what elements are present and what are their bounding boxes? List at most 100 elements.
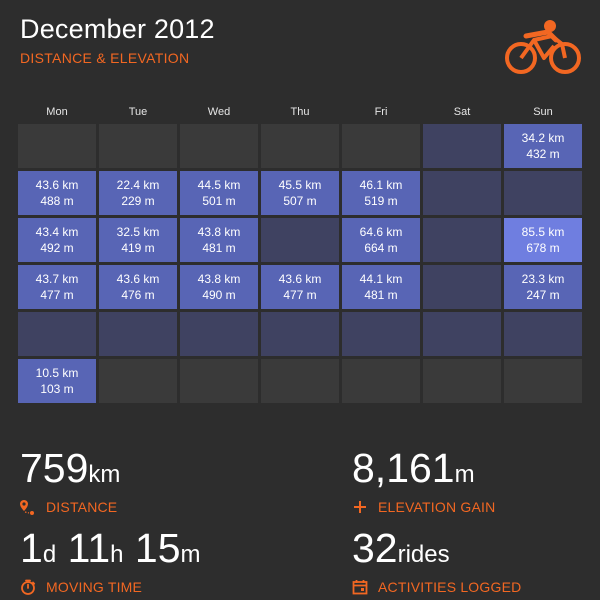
calendar-day-mon: 43.7 km 477 m: [18, 265, 96, 309]
activities-label: ACTIVITIES LOGGED: [378, 579, 522, 595]
cell-elevation: 432 m: [526, 147, 560, 161]
moving-time-days: 1: [20, 525, 43, 571]
cell-elevation: 481 m: [202, 241, 236, 255]
cell-distance: 64.6 km: [359, 225, 403, 239]
cyclist-icon: [505, 20, 581, 74]
calendar-day-thu: 45.5 km 507 m: [261, 171, 339, 215]
elevation-value: 8,161: [352, 445, 455, 491]
moving-time-label-row: MOVING TIME: [20, 579, 201, 595]
cell-distance: 43.6 km: [116, 272, 160, 286]
calendar-day-sun: 85.5 km 678 m: [504, 218, 582, 262]
moving-time-minutes: 15: [134, 525, 181, 571]
calendar-day-wed: 43.8 km 481 m: [180, 218, 258, 262]
calendar-day-tue: 22.4 km 229 m: [99, 171, 177, 215]
activities-stat: 32rides ACTIVITIES LOGGED: [352, 526, 521, 595]
calendar-grid: 34.2 km 432 m 43.6 km 488 m 22.4 km 229 m 44.5…: [18, 124, 582, 404]
activities-label-row: ACTIVITIES LOGGED: [352, 579, 521, 595]
day-name-thu: Thu: [290, 106, 310, 118]
cell-distance: 22.4 km: [116, 178, 160, 192]
distance-value: 759: [20, 445, 89, 491]
cell-distance: 23.3 km: [521, 272, 565, 286]
cell-elevation: 678 m: [526, 241, 560, 255]
calendar-day-tue: 43.6 km 476 m: [99, 265, 177, 309]
cell-elevation: 501 m: [202, 194, 236, 208]
calendar-cell-empty: [180, 124, 258, 168]
cell-elevation: 507 m: [283, 194, 317, 208]
moving-time-minutes-unit: m: [180, 541, 201, 568]
calendar-day-tue: 32.5 km 419 m: [99, 218, 177, 262]
day-name-sun: Sun: [533, 106, 553, 118]
calendar-cell-empty: [180, 359, 258, 403]
calendar-cell-empty: [261, 359, 339, 403]
cell-elevation: 229 m: [121, 194, 155, 208]
cell-elevation: 481 m: [364, 288, 398, 302]
calendar-cell-empty: [261, 124, 339, 168]
cell-distance: 43.6 km: [35, 178, 79, 192]
moving-time-stat: 1d 11h 15m MOVING TIME: [20, 526, 201, 595]
cell-distance: 34.2 km: [521, 131, 565, 145]
calendar-day-fri: 44.1 km 481 m: [342, 265, 420, 309]
stopwatch-icon: [21, 579, 36, 595]
elevation-label-row: ELEVATION GAIN: [352, 499, 495, 515]
cell-elevation: 488 m: [40, 194, 74, 208]
elevation-unit: m: [454, 461, 475, 488]
moving-time-hours: 11: [67, 525, 111, 571]
cell-distance: 43.8 km: [197, 225, 241, 239]
day-name-mon: Mon: [46, 106, 68, 118]
cell-distance: 45.5 km: [278, 178, 322, 192]
cell-elevation: 477 m: [283, 288, 317, 302]
cell-distance: 43.4 km: [35, 225, 79, 239]
cell-distance: 10.5 km: [35, 366, 79, 380]
day-name-tue: Tue: [128, 106, 148, 118]
calendar-day-sat-no-ride: [423, 171, 501, 215]
moving-time-days-unit: d: [42, 541, 57, 568]
calendar-day-sun-no-ride: [504, 312, 582, 356]
distance-label: DISTANCE: [46, 499, 118, 515]
calendar-day-wed: 44.5 km 501 m: [180, 171, 258, 215]
elevation-value-row: 8,161m: [352, 446, 495, 497]
distance-label-row: DISTANCE: [20, 499, 120, 515]
cell-elevation: 476 m: [121, 288, 155, 302]
calendar-day-mon: 43.6 km 488 m: [18, 171, 96, 215]
cell-distance: 85.5 km: [521, 225, 565, 239]
cell-elevation: 477 m: [40, 288, 74, 302]
activities-unit: rides: [397, 541, 450, 568]
calendar-cell-empty: [423, 359, 501, 403]
cell-distance: 46.1 km: [359, 178, 403, 192]
calendar-icon: [352, 580, 368, 595]
calendar-day-thu: 43.6 km 477 m: [261, 265, 339, 309]
cell-distance: 44.1 km: [359, 272, 403, 286]
route-pin-icon: [20, 500, 34, 515]
day-name-fri: Fri: [374, 106, 388, 118]
cell-elevation: 419 m: [121, 241, 155, 255]
calendar-day-mon: 10.5 km 103 m: [18, 359, 96, 403]
distance-unit: km: [88, 461, 121, 488]
calendar-cell-empty: [504, 359, 582, 403]
calendar-day-tue-no-ride: [99, 312, 177, 356]
calendar-day-mon-no-ride: [18, 312, 96, 356]
page-subtitle: DISTANCE & ELEVATION: [20, 50, 190, 66]
calendar-day-sun: 34.2 km 432 m: [504, 124, 582, 168]
calendar-day-mon: 43.4 km 492 m: [18, 218, 96, 262]
moving-time-value-row: 1d 11h 15m: [20, 526, 201, 577]
plus-icon: [354, 501, 366, 513]
calendar-cell-empty: [99, 359, 177, 403]
calendar-day-thu-no-ride: [261, 218, 339, 262]
moving-time-label: MOVING TIME: [46, 579, 143, 595]
elevation-stat: 8,161m ELEVATION GAIN: [352, 446, 495, 515]
cell-elevation: 664 m: [364, 241, 398, 255]
activities-value-row: 32rides: [352, 526, 521, 577]
cell-distance: 43.7 km: [35, 272, 79, 286]
cell-elevation: 519 m: [364, 194, 398, 208]
calendar-day-sun-no-ride: [504, 171, 582, 215]
cell-distance: 44.5 km: [197, 178, 241, 192]
calendar-day-fri: 64.6 km 664 m: [342, 218, 420, 262]
calendar-cell-empty: [342, 124, 420, 168]
distance-stat: 759km DISTANCE: [20, 446, 120, 515]
elevation-label: ELEVATION GAIN: [378, 499, 496, 515]
page-title: December 2012: [20, 14, 215, 44]
calendar-day-fri: 46.1 km 519 m: [342, 171, 420, 215]
day-name-wed: Wed: [207, 106, 231, 118]
cell-elevation: 103 m: [40, 382, 74, 396]
calendar-cell-empty: [99, 124, 177, 168]
